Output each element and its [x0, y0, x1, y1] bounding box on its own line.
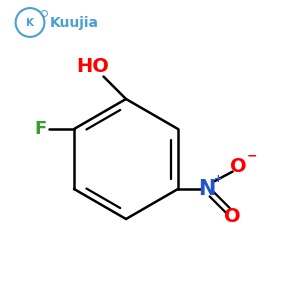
- Text: K: K: [26, 18, 34, 28]
- Text: F: F: [34, 120, 46, 138]
- Text: O: O: [224, 206, 240, 226]
- Text: +: +: [214, 174, 222, 184]
- Text: HO: HO: [76, 56, 110, 76]
- Text: Kuujia: Kuujia: [50, 16, 98, 29]
- Text: N: N: [198, 179, 215, 199]
- Text: −: −: [246, 149, 257, 163]
- Text: O: O: [230, 157, 246, 176]
